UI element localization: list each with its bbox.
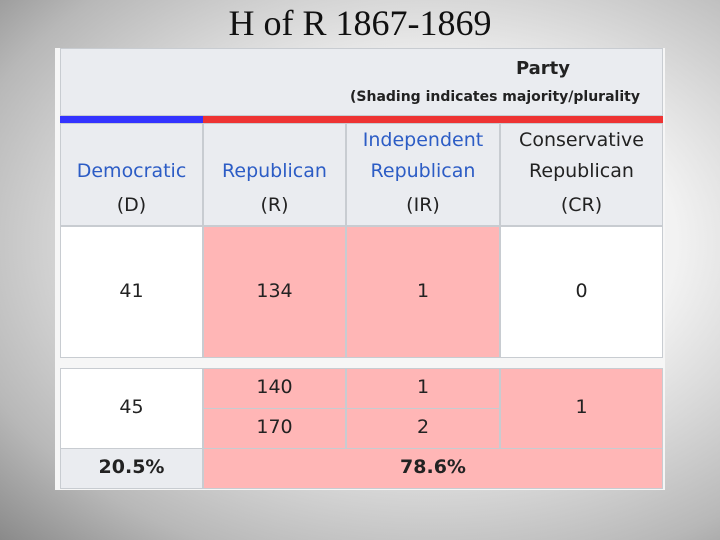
rep-color-bar [203, 116, 663, 123]
cell [60, 448, 203, 489]
slide-title: H of R 1867-1869 [228, 3, 492, 43]
column-abbr: (R) [260, 194, 289, 216]
column-name: Republican [529, 160, 634, 182]
column-abbr: (IR) [406, 194, 440, 216]
group-note: (Shading indicates majority/plurality [350, 89, 640, 105]
column-header [500, 123, 663, 226]
total-text: 20.5% [98, 456, 165, 478]
cell [203, 368, 346, 409]
cell [60, 226, 203, 358]
column-name: Conservative [519, 129, 644, 151]
cell-text: 0 [575, 280, 588, 302]
cell [346, 368, 500, 409]
cell-text: 1 [575, 396, 588, 418]
cell [346, 226, 500, 358]
column-header [346, 123, 500, 226]
column-name: Independent [362, 129, 484, 151]
header-group-cell [60, 48, 663, 116]
cell-text: 1 [416, 376, 430, 398]
column-name: Democratic [76, 160, 187, 182]
cell-text: 140 [256, 376, 293, 398]
total-text: 78.6% [400, 456, 466, 478]
cell [203, 448, 663, 489]
group-label: Party [515, 58, 571, 79]
cell-text: 2 [416, 416, 430, 438]
column-abbr: (D) [116, 194, 147, 216]
cell-text: 1 [416, 280, 430, 302]
dem-color-bar [60, 116, 203, 123]
column-name: Republican [370, 160, 476, 182]
column-abbr: (CR) [560, 194, 603, 216]
cell-text: 41 [119, 280, 144, 302]
cell-text: 134 [256, 280, 293, 302]
column-name: Republican [222, 160, 327, 182]
column-header [60, 123, 203, 226]
cell-text: 170 [256, 416, 293, 438]
cell [500, 368, 663, 449]
cell-text: 45 [119, 396, 144, 418]
column-header [203, 123, 346, 226]
cell [203, 226, 346, 358]
cell [346, 408, 500, 449]
cell [500, 226, 663, 358]
